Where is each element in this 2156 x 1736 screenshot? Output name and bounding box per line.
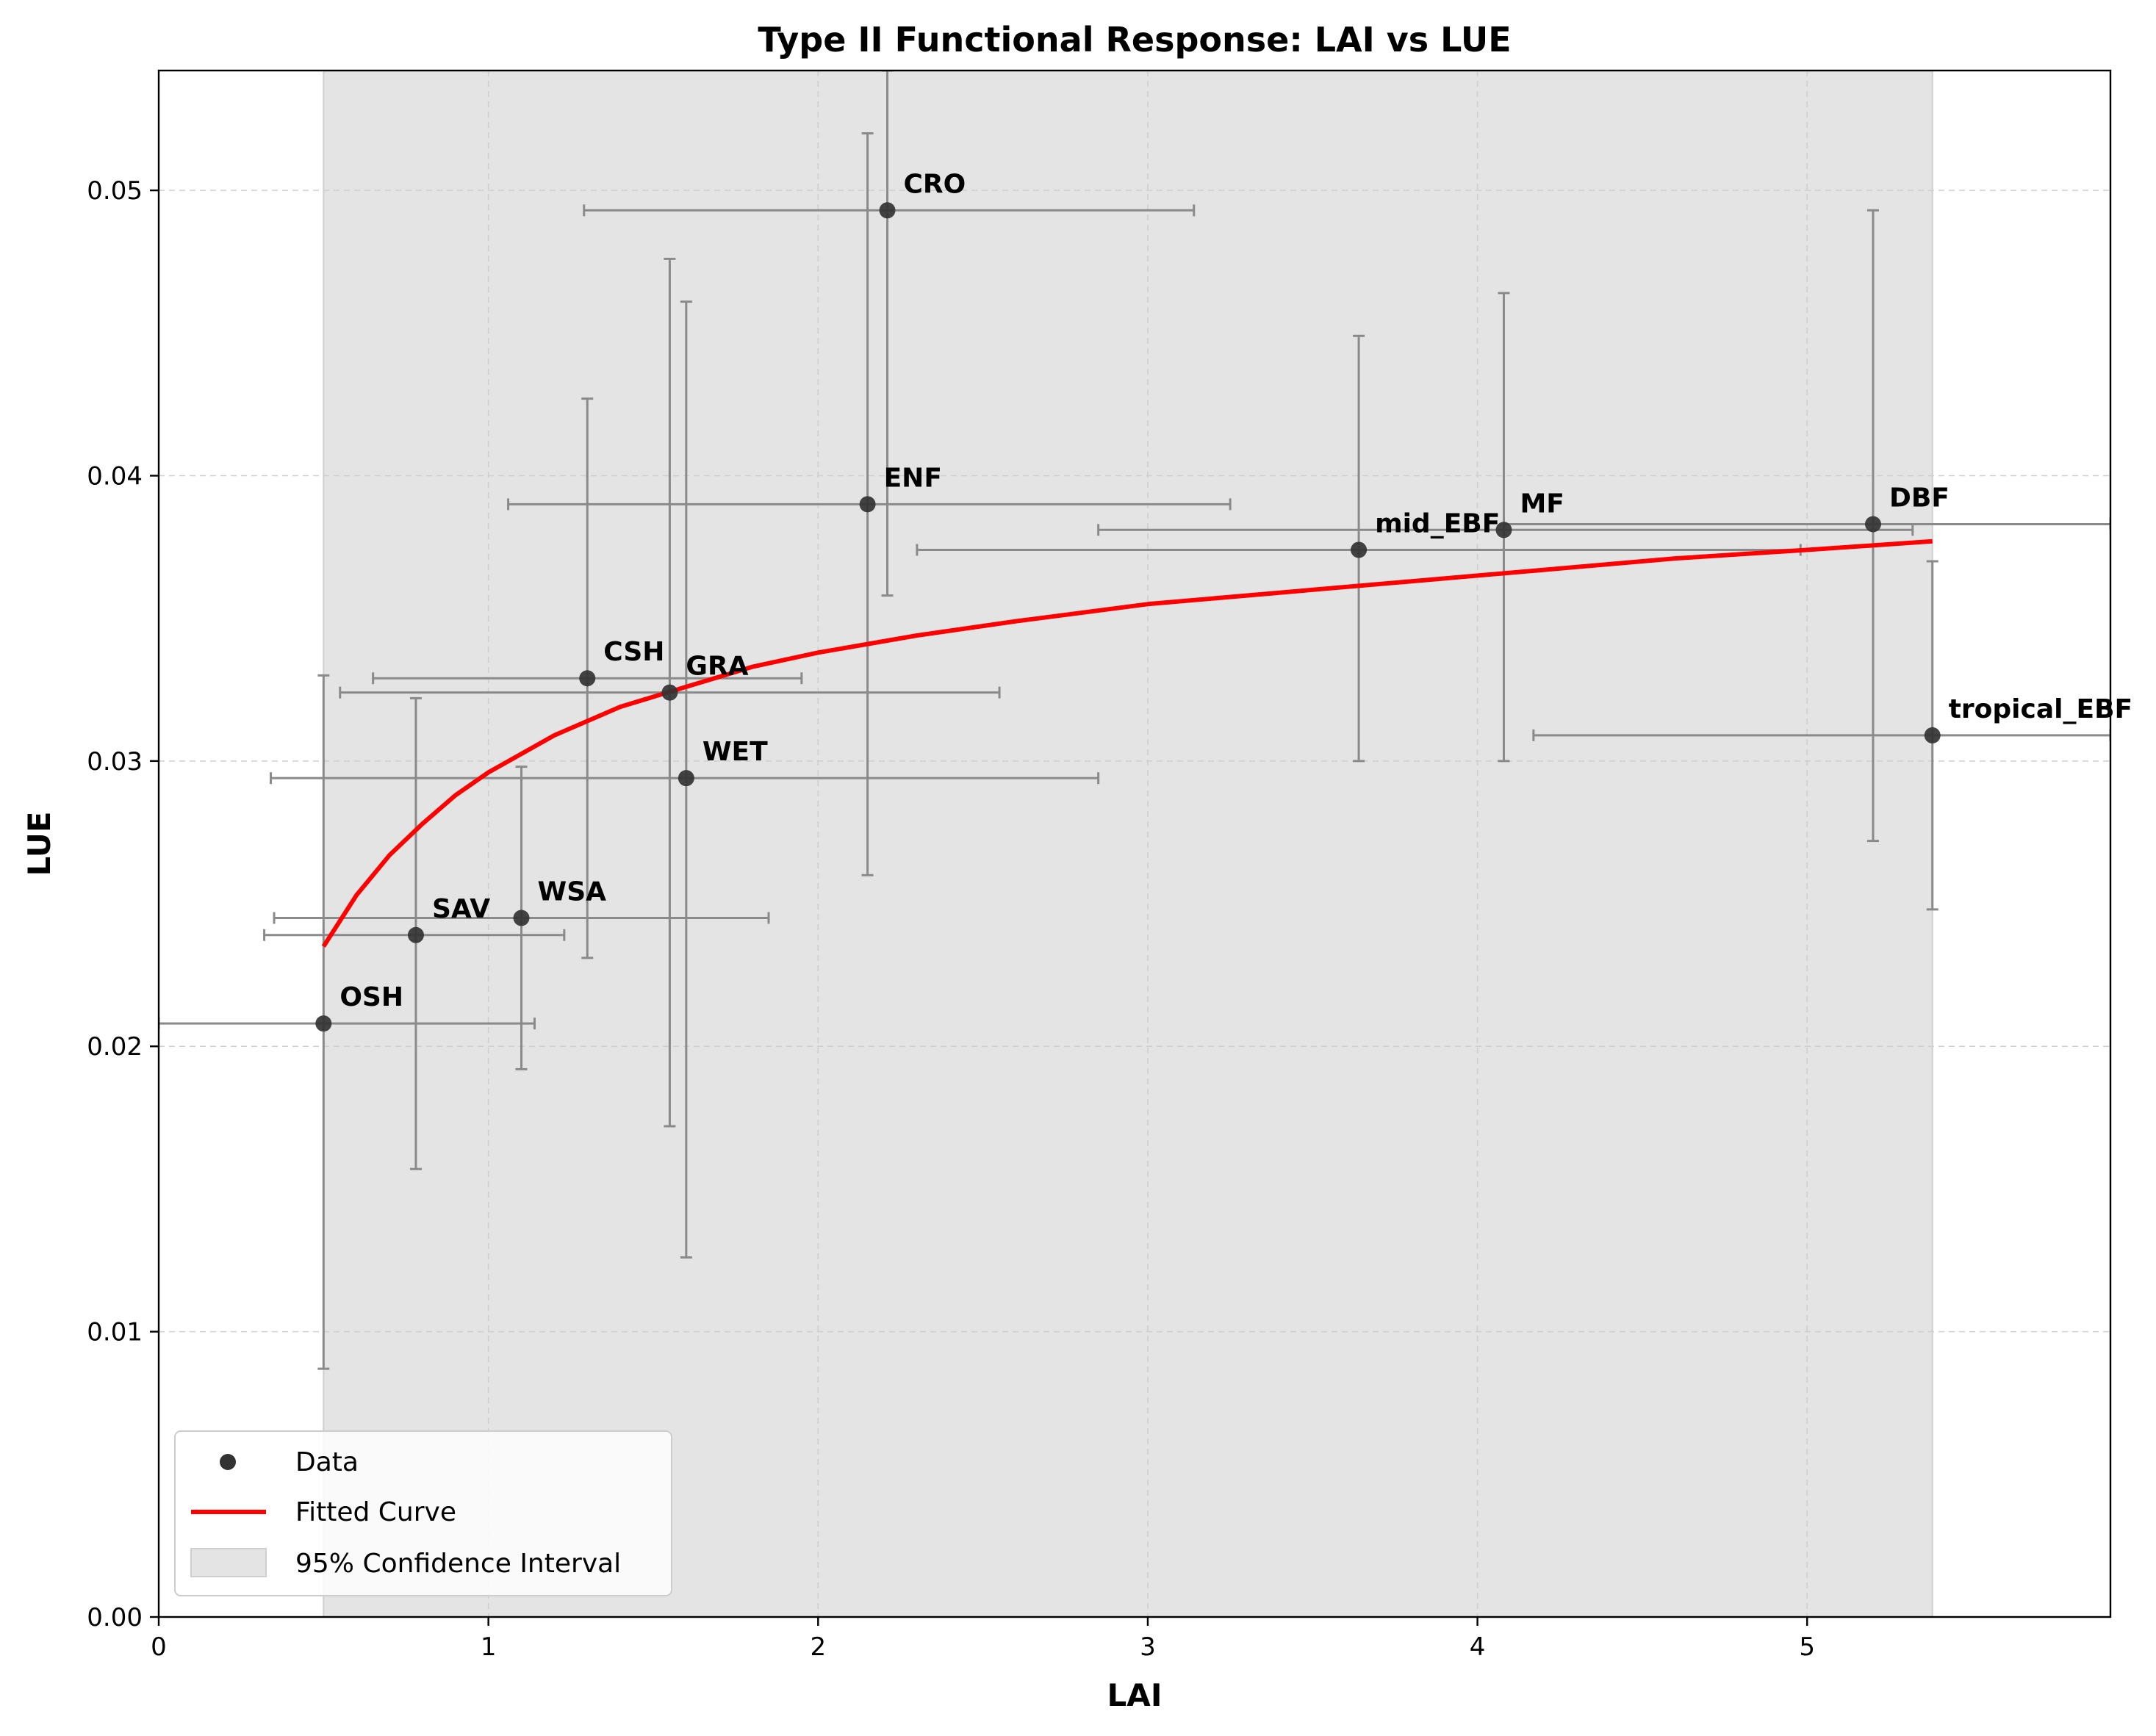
x-tick-label: 2: [810, 1632, 826, 1662]
y-tick-label: 0.02: [87, 1032, 143, 1062]
data-point: [859, 496, 876, 513]
legend-curve-label: Fitted Curve: [295, 1497, 456, 1527]
legend-box: [174, 1430, 672, 1596]
y-tick-label: 0.05: [87, 176, 143, 206]
y-tick-label: 0.01: [87, 1318, 143, 1347]
confidence-interval-band: [323, 70, 1933, 1618]
point-label: CSH: [603, 637, 664, 667]
x-tick-label: 1: [481, 1632, 497, 1662]
point-label: WET: [703, 737, 768, 767]
legend-data-marker: [220, 1454, 236, 1470]
y-axis-label: LUE: [21, 811, 57, 876]
point-label: WSA: [538, 876, 607, 907]
plot-area: OSH SAV WSA CSH GRA WET ENF CRO mid_EBF MF DBF trop…: [87, 69, 2132, 1662]
point-label: CRO: [904, 169, 966, 199]
point-label: GRA: [686, 652, 748, 682]
data-point: [315, 1015, 332, 1032]
x-tick-label: 5: [1799, 1632, 1815, 1662]
point-label: tropical_EBF: [1949, 694, 2132, 724]
data-point: [1864, 516, 1881, 533]
legend-data-label: Data: [295, 1447, 359, 1477]
x-axis-label: LAI: [1107, 1677, 1163, 1713]
point-label: SAV: [432, 894, 490, 924]
axes-frame: [157, 69, 2112, 1618]
point-label: OSH: [339, 982, 403, 1012]
point-label: MF: [1520, 489, 1564, 519]
data-point: [407, 926, 424, 943]
fitted-curve-line: [321, 539, 1933, 948]
legend-ci-label: 95% Confidence Interval: [295, 1549, 621, 1579]
x-tick-label: 0: [151, 1632, 167, 1662]
data-point: [1924, 727, 1941, 743]
point-label: DBF: [1889, 483, 1950, 514]
x-tick-label: 4: [1470, 1632, 1486, 1662]
data-point: [879, 202, 896, 219]
point-label: ENF: [884, 463, 942, 493]
chart-title: Type II Functional Response: LAI vs LUE: [758, 20, 1511, 60]
y-tick-label: 0.03: [87, 747, 143, 777]
legend: Data Fitted Curve 95% Confidence Interval: [174, 1430, 672, 1596]
y-tick-label: 0.04: [87, 461, 143, 491]
y-tick-label: 0.00: [87, 1603, 143, 1632]
data-point: [1351, 541, 1368, 558]
legend-ci-marker: [190, 1548, 267, 1577]
point-label: mid_EBF: [1375, 508, 1500, 539]
data-point: [579, 670, 596, 687]
data-point: [513, 910, 530, 926]
data-point: [661, 684, 678, 701]
data-point: [1495, 522, 1512, 539]
data-point: [678, 770, 694, 787]
x-tick-label: 3: [1140, 1632, 1156, 1662]
